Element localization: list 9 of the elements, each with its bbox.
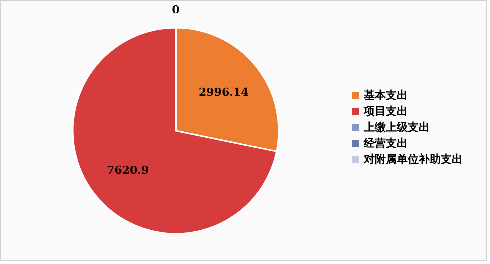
- legend-label: 项目支出: [363, 105, 408, 118]
- data-label: 7620.9: [107, 164, 150, 178]
- text: 0: [172, 3, 180, 16]
- pie-slice: [72, 27, 278, 235]
- data-label: 2996.14: [199, 86, 250, 99]
- legend-label: 经营支出: [363, 137, 408, 150]
- legend-label: 上缴上级支出: [363, 121, 430, 134]
- legend-label: 对附属单位补助支出: [363, 153, 463, 166]
- legend-label: 基本支出: [363, 89, 408, 102]
